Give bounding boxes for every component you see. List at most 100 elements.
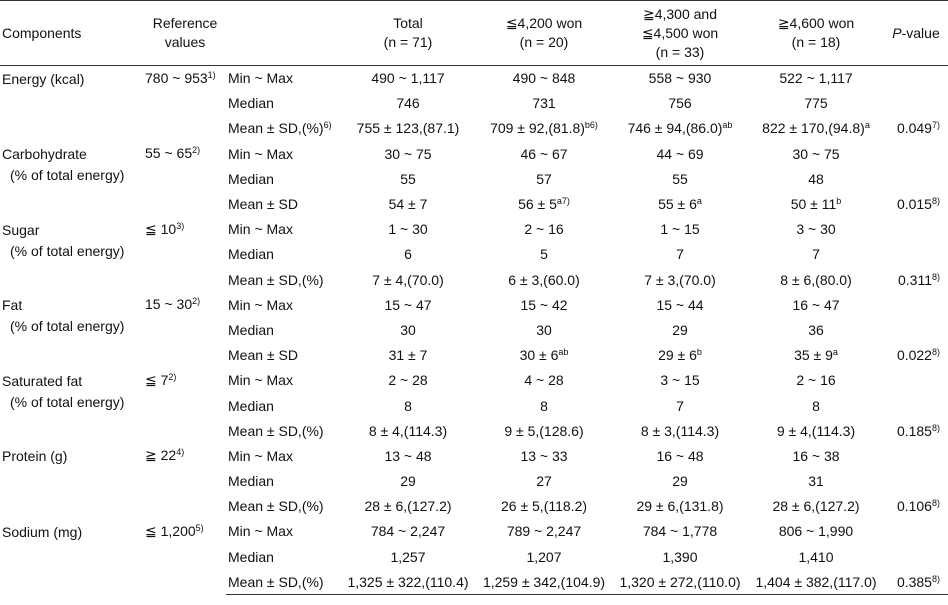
- value-text: 55: [400, 170, 416, 187]
- value-cell: 26 ± 5,(118.2): [476, 494, 612, 519]
- stat-label-text: Min ~ Max: [228, 145, 293, 162]
- component-name: Carbohydrate (% of total energy): [0, 141, 144, 217]
- value-superscript: ab: [722, 120, 733, 131]
- value-cell: 1,207: [476, 544, 612, 569]
- value-text: 522 ~ 1,117: [779, 70, 853, 87]
- table-row: Mean ± SD,(%) 7 ± 4,(70.0) 6 ± 3,(60.0) 7 ±…: [0, 267, 948, 292]
- stat-label: Median: [226, 91, 340, 116]
- reference-value-number: 780 ~ 953: [145, 70, 208, 86]
- value-text: 746: [396, 95, 420, 112]
- value-cell: 28 ± 6,(127.2): [340, 494, 476, 519]
- group3-header-line-1: ≧4,600 won: [777, 15, 855, 31]
- group2-header-line-1: ≧4,300 and: [642, 5, 717, 22]
- value-text: 8 ± 4,(114.3): [368, 422, 448, 439]
- value-text: 1,320 ± 272,(110.0): [619, 573, 741, 590]
- value-cell: 746 ± 94,(86.0)ab: [612, 116, 748, 141]
- value-text: 731: [532, 95, 556, 112]
- pvalue-cell: 0.1858): [884, 418, 948, 443]
- value-cell: 2 ~ 28: [340, 368, 476, 393]
- value-text: 1,257: [390, 548, 426, 565]
- stat-label: Median: [226, 544, 340, 569]
- value-cell: 30 ~ 75: [748, 141, 884, 166]
- pvalue-text: 0.385: [896, 573, 932, 590]
- header-row: Components Reference values Total (n = 7…: [0, 0, 948, 66]
- value-cell: 16 ~ 38: [748, 443, 884, 468]
- pvalue-footnote: 7): [931, 120, 940, 131]
- value-cell: 756: [612, 91, 748, 116]
- value-cell: 15 ~ 47: [340, 292, 476, 317]
- pvalue-footnote: 8): [931, 271, 940, 282]
- value-text: 16 ~ 47: [792, 296, 840, 313]
- value-text: 30 ± 6: [519, 347, 559, 364]
- stat-label-text: Mean ± SD,(%): [228, 573, 324, 590]
- component-name: Protein (g): [0, 443, 144, 519]
- reference-value-text: 780 ~ 9531): [144, 69, 216, 87]
- table-row: Carbohydrate (% of total energy) 55 ~ 652)…: [0, 141, 948, 183]
- pvalue-text: 0.106: [896, 498, 932, 515]
- value-text: 2 ~ 28: [388, 372, 428, 389]
- reference-footnote: 2): [168, 371, 177, 382]
- value-text: 8: [812, 397, 820, 414]
- pvalue-header: P-value: [884, 0, 948, 66]
- value-text: 55 ± 6: [658, 196, 697, 213]
- value-text: 9 ± 5,(128.6): [504, 422, 584, 439]
- pvalue-cell: [884, 469, 948, 494]
- reference-value: ≧ 224): [144, 443, 226, 519]
- stat-label: Median: [226, 469, 340, 494]
- value-cell: 55: [612, 166, 748, 191]
- pvalue-cell: [884, 166, 948, 191]
- stat-label: Median: [226, 242, 340, 267]
- stat-label: Min ~ Max: [226, 443, 340, 468]
- stat-label-text: Mean ± SD,(%): [228, 271, 324, 288]
- value-cell: 7: [612, 393, 748, 418]
- group2-header: ≧4,300 and ≦4,500 won (n = 33): [612, 0, 748, 66]
- table-row: Protein (g) ≧ 224) Min ~ Max 13 ~ 48 13 ~ 33…: [0, 443, 948, 468]
- value-text: 15 ~ 44: [656, 296, 704, 313]
- value-cell: 3 ~ 15: [612, 368, 748, 393]
- value-cell: 30 ~ 75: [340, 141, 476, 166]
- stat-label: Mean ± SD: [226, 191, 340, 216]
- value-cell: 1 ~ 15: [612, 217, 748, 242]
- value-text: 7: [812, 246, 820, 263]
- component-name: Sodium (mg): [0, 519, 144, 595]
- pvalue-cell: [884, 368, 948, 393]
- value-cell: 1,325 ± 322,(110.4): [340, 569, 476, 595]
- component-name: Energy (kcal): [0, 66, 144, 142]
- group3-header-line-2: (n = 18): [791, 34, 841, 50]
- value-cell: 36: [748, 317, 884, 342]
- table-row: Median 55 57 55 48: [0, 166, 948, 191]
- value-text: 8 ± 6,(80.0): [780, 271, 852, 288]
- reference-footnote: 2): [192, 145, 201, 156]
- stat-label: Median: [226, 317, 340, 342]
- value-cell: 4 ~ 28: [476, 368, 612, 393]
- stat-label: Min ~ Max: [226, 519, 340, 544]
- stat-label-text: Median: [228, 246, 274, 263]
- value-text: 7: [676, 397, 684, 414]
- stat-label-text: Mean ± SD,(%): [228, 120, 324, 137]
- value-cell: 1 ~ 30: [340, 217, 476, 242]
- reference-value-text: 55 ~ 652): [144, 144, 200, 162]
- value-cell: 822 ± 170,(94.8)a: [748, 116, 884, 141]
- value-cell: 1,259 ± 342,(104.9): [476, 569, 612, 595]
- table-row: Mean ± SD 54 ± 7 56 ± 5a7) 55 ± 6a 50 ± 11b 0…: [0, 191, 948, 216]
- stat-label-text: Min ~ Max: [228, 296, 293, 313]
- value-cell: 46 ~ 67: [476, 141, 612, 166]
- value-text: 755 ± 123,(87.1): [356, 120, 460, 137]
- reference-value-text: ≦ 72): [144, 371, 176, 389]
- component-name-line: (% of total energy): [10, 167, 125, 184]
- reference-value-number: 55 ~ 65: [145, 145, 193, 162]
- pvalue-cell: 0.0497): [884, 116, 948, 141]
- reference-value-number: ≦ 1,200: [145, 522, 196, 539]
- value-text: 35 ± 9: [794, 347, 833, 364]
- value-text: 1,404 ± 382,(117.0): [755, 573, 877, 590]
- table-row: Median 1,257 1,207 1,390 1,410: [0, 544, 948, 569]
- value-cell: 806 ~ 1,990: [748, 519, 884, 544]
- stat-label: Mean ± SD,(%): [226, 569, 340, 595]
- reference-value: ≦ 103): [144, 217, 226, 293]
- stat-label-text: Mean ± SD,(%): [228, 498, 324, 515]
- value-text: 13 ~ 48: [384, 447, 432, 464]
- stat-label-text: Median: [228, 95, 274, 112]
- pvalue-cell: 0.0228): [884, 343, 948, 368]
- pvalue-cell: [884, 443, 948, 468]
- value-cell: 54 ± 7: [340, 191, 476, 216]
